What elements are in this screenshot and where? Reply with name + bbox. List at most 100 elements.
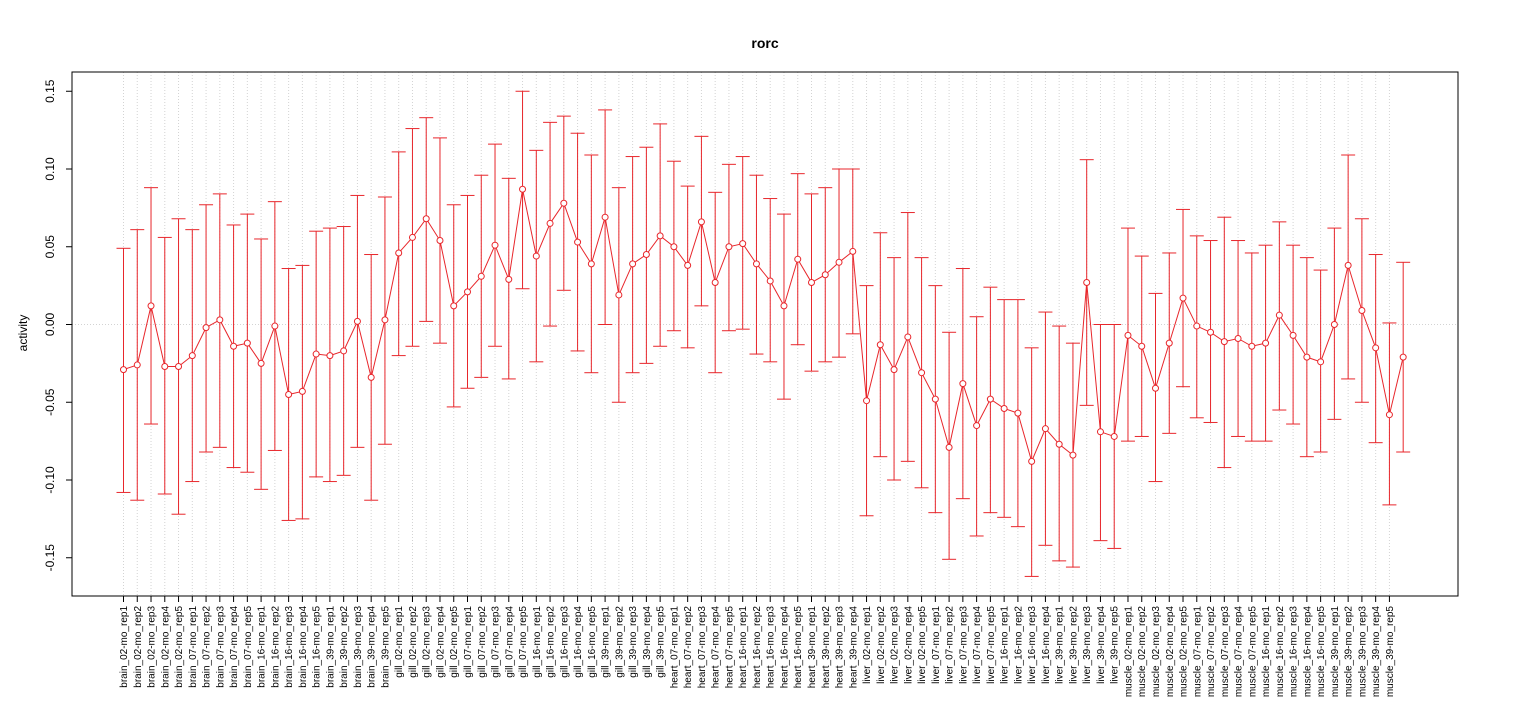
data-point <box>202 324 210 332</box>
data-point <box>120 366 127 374</box>
x-tick-label: heart_39-mo_rep1 <box>807 606 818 689</box>
data-point <box>436 237 444 245</box>
x-tick-label: muscle_39-mo_rep5 <box>1385 606 1396 698</box>
data-point <box>601 213 609 221</box>
data-point <box>1248 342 1256 350</box>
data-point <box>945 443 953 451</box>
data-point <box>395 249 403 257</box>
x-tick-label: heart_39-mo_rep2 <box>821 606 832 689</box>
x-tick-label: gill_07-mo_rep1 <box>463 606 474 678</box>
x-tick-label: muscle_39-mo_rep4 <box>1371 606 1382 698</box>
data-point <box>367 373 375 381</box>
data-point <box>1275 311 1283 319</box>
x-tick-label: brain_39-mo_rep4 <box>367 606 378 688</box>
y-tick-label: 0.05 <box>43 235 57 259</box>
x-tick-label: brain_02-mo_rep2 <box>133 606 144 688</box>
x-tick-label: gill_07-mo_rep5 <box>518 606 529 678</box>
data-point <box>629 260 637 268</box>
x-tick-label: liver_07-mo_rep2 <box>945 606 956 684</box>
x-tick-label: gill_39-mo_rep4 <box>642 606 653 678</box>
data-point <box>519 185 527 193</box>
x-tick-label: liver_07-mo_rep4 <box>972 606 983 684</box>
data-point <box>615 291 623 299</box>
data-point <box>656 232 664 240</box>
data-point <box>257 359 265 367</box>
data-point <box>835 258 843 266</box>
x-tick-label: heart_16-mo_rep3 <box>766 606 777 689</box>
y-tick-label: 0.10 <box>43 157 57 181</box>
data-point <box>230 342 238 350</box>
data-point <box>133 361 141 369</box>
data-point <box>890 366 898 374</box>
x-tick-label: gill_07-mo_rep4 <box>504 606 515 678</box>
data-point <box>863 397 871 405</box>
data-point <box>1014 409 1022 417</box>
data-point <box>175 362 183 370</box>
data-point <box>1372 344 1380 352</box>
data-point <box>684 261 692 269</box>
x-tick-label: heart_07-mo_rep3 <box>697 606 708 689</box>
y-axis: -0.15 -0.10 -0.05 0.00 0.05 0.10 0.15 <box>43 79 73 572</box>
y-tick-label: -0.10 <box>43 466 57 494</box>
y-tick-label: 0.15 <box>43 79 57 103</box>
x-tick-label: gill_16-mo_rep5 <box>587 606 598 678</box>
x-tick-label: heart_07-mo_rep1 <box>669 606 680 689</box>
x-tick-label: gill_39-mo_rep3 <box>628 606 639 678</box>
x-tick-label: liver_39-mo_rep5 <box>1110 606 1121 684</box>
data-point <box>1289 331 1297 339</box>
x-tick-label: muscle_16-mo_rep1 <box>1261 606 1272 698</box>
data-point <box>353 317 361 325</box>
x-tick-label: muscle_07-mo_rep2 <box>1206 606 1217 698</box>
y-tick-label: -0.05 <box>43 388 57 416</box>
x-tick-label: gill_02-mo_rep3 <box>422 606 433 678</box>
data-point <box>1138 342 1146 350</box>
data-point <box>876 341 884 349</box>
data-point <box>752 260 760 268</box>
data-point <box>1055 440 1063 448</box>
data-point <box>725 243 733 251</box>
x-tick-label: muscle_07-mo_rep1 <box>1192 606 1203 698</box>
series-activity <box>116 90 1411 577</box>
data-point <box>821 271 829 279</box>
x-tick-label: brain_02-mo_rep4 <box>160 606 171 688</box>
data-point <box>381 316 389 324</box>
data-point <box>642 251 650 259</box>
grid <box>72 72 1458 596</box>
data-point <box>587 260 595 268</box>
x-tick-label: heart_16-mo_rep1 <box>738 606 749 689</box>
data-point <box>491 241 499 249</box>
x-tick-label: gill_39-mo_rep1 <box>601 606 612 678</box>
data-point <box>1234 334 1242 342</box>
data-point <box>450 302 458 310</box>
x-tick-label: brain_16-mo_rep5 <box>312 606 323 688</box>
x-tick-label: muscle_16-mo_rep2 <box>1275 606 1286 698</box>
data-point <box>408 233 416 241</box>
x-tick-label: muscle_39-mo_rep2 <box>1344 606 1355 698</box>
x-tick-label: muscle_16-mo_rep5 <box>1316 606 1327 698</box>
x-axis: brain_02-mo_rep1 brain_02-mo_rep2 brain_02… <box>119 595 1396 698</box>
x-tick-label: brain_07-mo_rep2 <box>202 606 213 688</box>
data-point <box>1110 432 1118 440</box>
data-point <box>216 316 224 324</box>
plot-frame <box>71 71 1459 597</box>
x-tick-label: heart_16-mo_rep2 <box>752 606 763 689</box>
x-tick-label: muscle_39-mo_rep1 <box>1330 606 1341 698</box>
x-tick-label: liver_39-mo_rep1 <box>1055 606 1066 684</box>
data-point <box>546 219 554 227</box>
data-point <box>1028 457 1036 465</box>
x-tick-label: brain_39-mo_rep3 <box>353 606 364 688</box>
series-line <box>123 189 1404 463</box>
x-tick-label: liver_16-mo_rep2 <box>1013 606 1024 684</box>
x-tick-label: muscle_02-mo_rep2 <box>1137 606 1148 698</box>
data-point <box>574 238 582 246</box>
data-point <box>1124 331 1132 339</box>
x-tick-label: heart_39-mo_rep3 <box>835 606 846 689</box>
x-tick-label: gill_16-mo_rep2 <box>546 606 557 678</box>
data-point <box>931 395 939 403</box>
x-tick-label: gill_07-mo_rep2 <box>477 606 488 678</box>
y-axis-label: activity <box>16 315 30 352</box>
data-point <box>243 339 251 347</box>
x-tick-label: liver_02-mo_rep3 <box>890 606 901 684</box>
y-tick-label: -0.15 <box>43 544 57 572</box>
x-tick-label: liver_16-mo_rep1 <box>1000 606 1011 684</box>
